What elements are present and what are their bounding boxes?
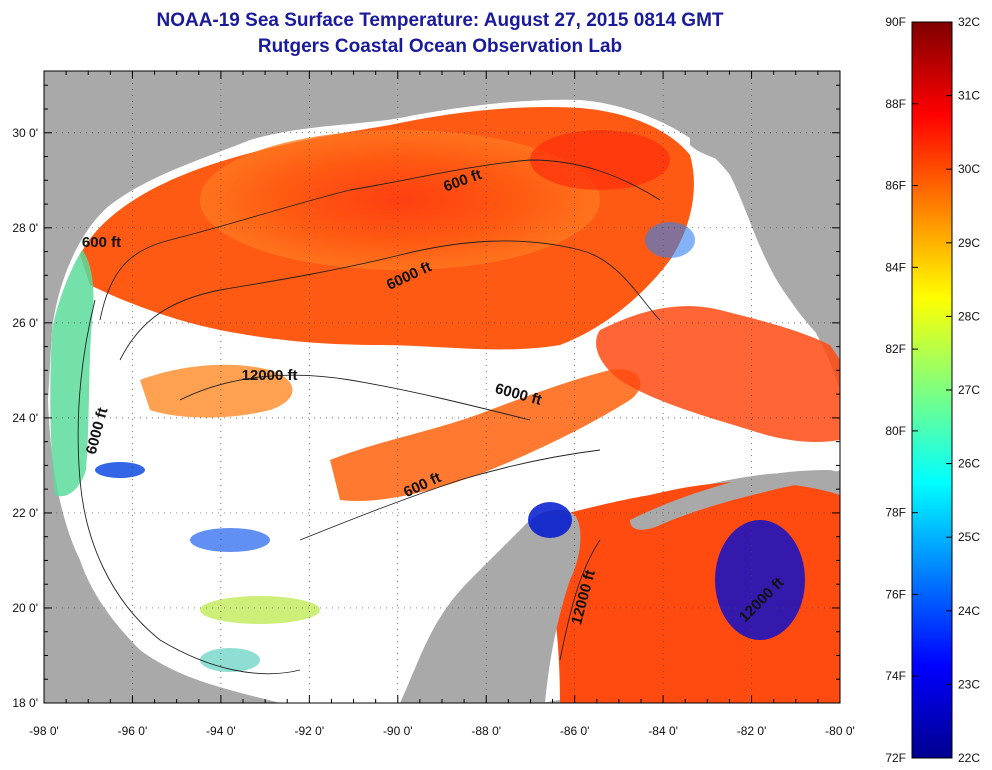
colorbar-f-label: 72F <box>885 751 906 765</box>
colorbar-f-label: 90F <box>885 15 906 29</box>
sst-east-patch <box>596 306 840 442</box>
lon-label: -80 0' <box>825 724 855 738</box>
lat-label: 24 0' <box>12 411 38 425</box>
colorbar-f-label: 78F <box>885 506 906 520</box>
sst-central-patch-1 <box>330 369 641 501</box>
colorbar-c-label: 26C <box>958 457 980 471</box>
contour-label: 600 ft <box>82 234 121 251</box>
sst-cold-patch-3 <box>95 462 145 478</box>
contour-12000ft <box>179 374 531 421</box>
colorbar-f-label: 82F <box>885 342 906 356</box>
cuba-land <box>630 470 840 530</box>
latitude-axis: 18 0' 20 0' 22 0' 24 0' 26 0' 28 0' 30 0' <box>12 84 840 710</box>
sst-warm-core <box>200 130 600 270</box>
contour-6000ft-north <box>119 240 661 361</box>
colorbar-gradient <box>911 21 953 759</box>
longitude-axis: -98 0' -96 0' -94 0' -92 0' -90 0' -88 0' -86 … <box>29 71 855 738</box>
colorbar-f-label: 84F <box>885 260 906 274</box>
colorbar-c-label: 29C <box>958 236 980 250</box>
contour-600ft-north <box>99 159 661 321</box>
colorbar-c-label: 25C <box>958 530 980 544</box>
lon-label: -98 0' <box>29 724 59 738</box>
map-subtitle: Rutgers Coastal Ocean Observation Lab <box>257 36 623 57</box>
colorbar-c-label: 32C <box>958 15 980 29</box>
sst-cold-patch-1 <box>715 520 805 640</box>
colorbar-c-label: 30C <box>958 162 980 176</box>
yucatan-land <box>400 509 581 703</box>
colorbar-c-label: 31C <box>958 89 980 103</box>
map-title: NOAA-19 Sea Surface Temperature: August … <box>156 10 724 31</box>
colorbar-c-label: 22C <box>958 751 980 765</box>
lon-label: -88 0' <box>471 724 501 738</box>
lon-label: -92 0' <box>295 724 325 738</box>
lat-label: 20 0' <box>12 601 38 615</box>
lon-label: -96 0' <box>118 724 148 738</box>
sst-cold-patch-2 <box>528 502 572 538</box>
lat-label: 18 0' <box>12 696 38 710</box>
sst-coastal-cool <box>50 250 94 497</box>
lon-label: -90 0' <box>383 724 413 738</box>
sst-cold-patch-4 <box>190 528 270 552</box>
colorbar-c-label: 27C <box>958 383 980 397</box>
sst-hot-spot <box>530 130 670 190</box>
lon-label: -84 0' <box>648 724 678 738</box>
colorbar-f-label: 88F <box>885 97 906 111</box>
colorbar: 90F 88F 86F 84F 82F 80F 78F 76F 74F 72F 32C 31C 30C… <box>885 15 980 765</box>
colorbar-f-label: 76F <box>885 587 906 601</box>
lat-label: 28 0' <box>12 221 38 235</box>
lon-label: -82 0' <box>737 724 767 738</box>
lat-label: 26 0' <box>12 316 38 330</box>
lon-label: -94 0' <box>206 724 236 738</box>
sst-cool-patch-1 <box>200 596 320 624</box>
contour-label: 12000 ft <box>242 367 298 384</box>
lat-label: 30 0' <box>12 126 38 140</box>
colorbar-fahrenheit-labels: 90F 88F 86F 84F 82F 80F 78F 76F 74F 72F <box>885 15 918 765</box>
sst-cool-patch-3 <box>645 222 695 258</box>
contour-12000ft-south <box>559 539 601 661</box>
colorbar-celsius-labels: 32C 31C 30C 29C 28C 27C 26C 25C 24C 23C 22C <box>946 15 980 765</box>
colorbar-f-label: 80F <box>885 424 906 438</box>
colorbar-f-label: 74F <box>885 669 906 683</box>
colorbar-c-label: 28C <box>958 309 980 323</box>
colorbar-f-label: 86F <box>885 179 906 193</box>
colorbar-c-label: 24C <box>958 604 980 618</box>
florida-land <box>690 71 840 390</box>
contour-6000ft-west <box>77 299 301 675</box>
colorbar-c-label: 23C <box>958 677 980 691</box>
grid-lines <box>44 71 840 703</box>
contour-600ft-south <box>299 449 601 541</box>
lat-label: 22 0' <box>12 506 38 520</box>
lon-label: -86 0' <box>560 724 590 738</box>
sst-cool-patch-2 <box>200 648 260 672</box>
